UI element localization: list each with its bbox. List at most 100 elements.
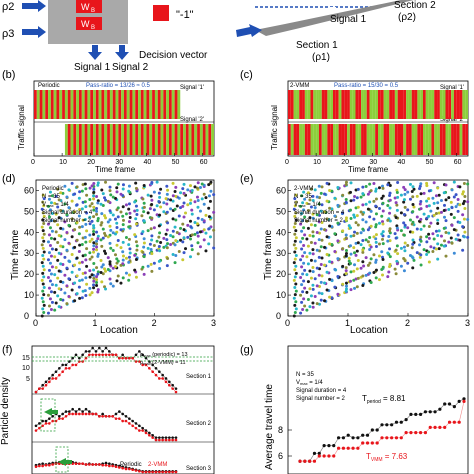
particle-dot (42, 214, 46, 218)
particle-dot (207, 215, 211, 219)
particle-dot (302, 279, 306, 283)
particle-dot (78, 243, 82, 247)
particle-dot (364, 238, 368, 242)
particle-dot (83, 200, 87, 204)
particle-dot (381, 222, 385, 226)
particle-dot (361, 227, 365, 231)
particle-dot (344, 236, 348, 240)
travel-dot (361, 433, 365, 437)
particle-dot (380, 232, 384, 236)
particle-dot (108, 185, 112, 189)
density-dot (108, 350, 111, 353)
particle-dot (429, 209, 433, 213)
signal-cell (369, 124, 373, 155)
particle-dot (294, 200, 298, 204)
particle-dot (56, 241, 60, 245)
particle-dot (374, 212, 378, 216)
panel-c-ticks: 0 10 20 30 40 50 60 (285, 153, 462, 166)
particle-dot (323, 299, 327, 303)
particle-dot (450, 241, 454, 245)
signal-cell (423, 90, 426, 119)
panel-b-xlabel: Time frame (95, 165, 136, 174)
particle-dot (320, 220, 324, 224)
particle-dot (336, 274, 340, 278)
legend-e-number: Signal number = 2 (294, 218, 344, 224)
green-arrow-icon (44, 408, 58, 416)
particle-dot (56, 258, 60, 262)
particle-dot (101, 227, 105, 231)
particle-dot (103, 196, 107, 200)
particle-dot (141, 250, 145, 254)
density-dot (101, 350, 104, 353)
particle-dot (463, 206, 467, 210)
particle-dot (415, 194, 419, 198)
particle-dot (95, 230, 99, 234)
particle-dot (359, 243, 363, 247)
particle-dot (352, 246, 356, 250)
signal-cell (403, 90, 407, 119)
signal-cell (310, 90, 314, 119)
travel-dot (322, 454, 326, 458)
signal-cell (318, 124, 322, 155)
density-dot (114, 465, 118, 469)
density-dot (148, 433, 151, 437)
particle-dot (328, 295, 332, 299)
particle-dot (444, 254, 448, 258)
particle-dot (294, 236, 298, 240)
particle-dot (300, 300, 304, 304)
particle-dot (121, 223, 125, 227)
particle-dot (311, 301, 315, 305)
particle-dot (419, 192, 423, 196)
particle-dot (100, 244, 104, 248)
signal-cell (140, 124, 144, 155)
particle-dot (127, 260, 131, 264)
particle-dot (181, 240, 185, 244)
particle-dot (157, 259, 161, 263)
particle-dot (59, 209, 63, 213)
signal-cell (101, 124, 105, 155)
particle-dot (305, 201, 309, 205)
particle-dot (292, 314, 296, 318)
density-dot (134, 422, 138, 425)
density-dot (164, 438, 168, 442)
particle-dot (133, 209, 137, 213)
travel-dot (404, 431, 408, 435)
signal-cell (129, 90, 133, 119)
particle-dot (92, 224, 96, 228)
particle-dot (294, 211, 298, 215)
particle-dot (381, 242, 385, 246)
density-dot (111, 415, 114, 418)
particle-dot (299, 293, 303, 297)
density-dot (158, 436, 161, 439)
particle-dot (302, 297, 306, 301)
particle-dot (408, 218, 412, 222)
panel-f-plot (34, 346, 178, 474)
particle-dot (171, 194, 175, 198)
particle-dot (54, 194, 58, 198)
density-dot (151, 363, 154, 367)
legend-e-n: N = 35 (294, 194, 313, 200)
signal-cell (316, 90, 319, 119)
panel-e-ylabel: Time frame (263, 229, 274, 280)
particle-dot (388, 247, 392, 251)
signal-cell (318, 90, 322, 119)
particle-dot (106, 268, 110, 272)
particle-dot (361, 212, 365, 216)
particle-dot (462, 182, 466, 186)
particle-dot (198, 209, 202, 213)
signal-cell (335, 124, 339, 155)
density-dot (94, 463, 98, 466)
particle-dot (78, 279, 82, 283)
particle-dot (157, 191, 161, 195)
signal-cell (361, 124, 364, 155)
particle-dot (364, 256, 368, 260)
density-dot (144, 363, 148, 367)
particle-dot (96, 234, 100, 238)
travel-dot (317, 451, 321, 455)
panel-f-ytick: 5 (26, 376, 30, 383)
particle-dot (106, 199, 110, 203)
particle-dot (115, 225, 119, 229)
particle-dot (96, 252, 100, 256)
particle-dot (311, 283, 315, 287)
